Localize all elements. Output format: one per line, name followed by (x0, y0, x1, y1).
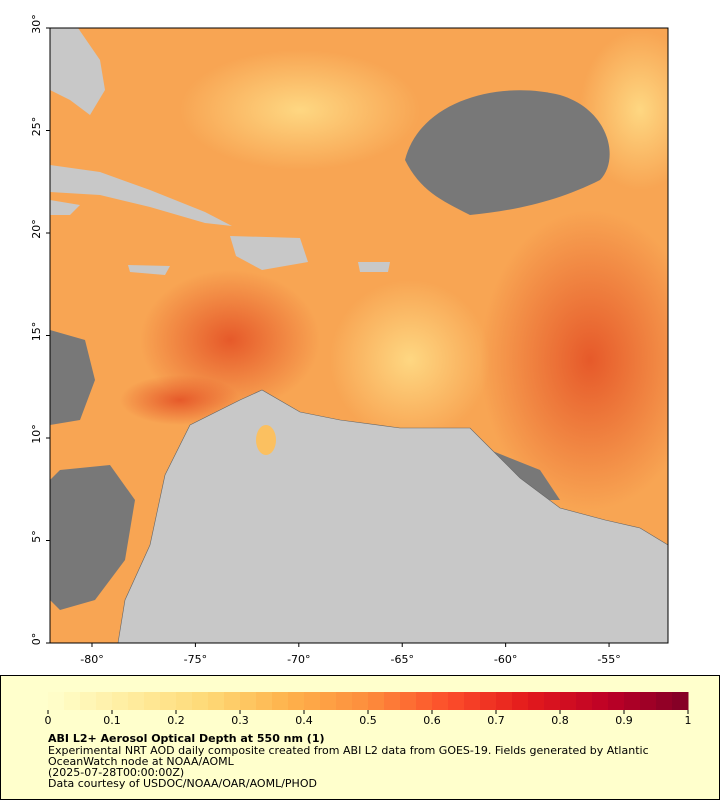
no-data-area (405, 90, 610, 215)
colorbar-swatch (544, 692, 561, 710)
colorbar-swatch (304, 692, 321, 710)
land (230, 236, 308, 270)
note-line: OceanWatch node at NOAA/AOML (48, 755, 235, 768)
colorbar-swatch (432, 692, 449, 710)
colorbar-tick-label: 0.3 (231, 714, 249, 727)
lake (256, 425, 276, 455)
y-tick-label: 0° (30, 633, 43, 646)
colorbar-swatch (256, 692, 273, 710)
colorbar-swatch (592, 692, 609, 710)
colorbar-tick-label: 0.1 (103, 714, 121, 727)
note-line: Data courtesy of USDOC/NOAA/OAR/AOML/PHO… (48, 777, 317, 790)
colorbar-swatch (576, 692, 593, 710)
map-title: ABI L2+ Aerosol Optical Depth at 550 nm … (48, 732, 325, 745)
colorbar-swatch (144, 692, 161, 710)
colorbar-tick-label: 0.7 (487, 714, 505, 727)
colorbar-swatch (416, 692, 433, 710)
colorbar-swatch (192, 692, 209, 710)
land (50, 28, 105, 115)
colorbar-tick-label: 0.5 (359, 714, 377, 727)
colorbar-swatch (624, 692, 641, 710)
colorbar-swatch (320, 692, 337, 710)
land (117, 389, 668, 643)
colorbar-tick-label: 0.2 (167, 714, 185, 727)
x-tick-label: -80° (80, 653, 103, 666)
colorbar-swatch (96, 692, 113, 710)
colorbar-swatch (128, 692, 145, 710)
aod-high-area (480, 210, 668, 510)
colorbar-swatch (560, 692, 577, 710)
colorbar-swatch (176, 692, 193, 710)
colorbar-swatch (608, 692, 625, 710)
aod-low-area (180, 50, 420, 170)
colorbar-tick-label: 0.9 (615, 714, 633, 727)
colorbar-swatch (112, 692, 129, 710)
colorbar-swatch (496, 692, 513, 710)
aod-high-area (120, 375, 240, 425)
colorbar-swatch (288, 692, 305, 710)
colorbar-swatch (672, 692, 689, 710)
land (128, 265, 170, 275)
colorbar-tick-label: 0.4 (295, 714, 313, 727)
no-data-area (50, 465, 135, 610)
no-data-area (490, 450, 560, 500)
colorbar-swatch (384, 692, 401, 710)
colorbar-swatch (48, 692, 65, 710)
colorbar-swatch (208, 692, 225, 710)
no-data-area (50, 330, 95, 425)
note-line: (2025-07-28T00:00:00Z) (48, 766, 184, 779)
colorbar-swatch (464, 692, 481, 710)
colorbar-swatch (448, 692, 465, 710)
y-tick-label: 15° (30, 322, 43, 342)
colorbar-swatch (640, 692, 657, 710)
x-tick-label: -70° (287, 653, 310, 666)
colorbar-swatch (240, 692, 257, 710)
colorbar-swatch (528, 692, 545, 710)
x-tick-label: -60° (494, 653, 517, 666)
colorbar-tick-label: 0.6 (423, 714, 441, 727)
x-tick-label: -55° (597, 653, 620, 666)
y-tick-label: 10° (30, 424, 43, 444)
colorbar-swatch (64, 692, 81, 710)
colorbar-swatch (336, 692, 353, 710)
colorbar-tick-label: 0 (45, 714, 52, 727)
colorbar-swatch (80, 692, 97, 710)
colorbar-swatch (352, 692, 369, 710)
colorbar-swatch (272, 692, 289, 710)
y-tick-label: 25° (30, 117, 43, 137)
colorbar-swatch (512, 692, 529, 710)
land (50, 200, 80, 215)
x-tick-label: -65° (390, 653, 413, 666)
land (50, 165, 232, 226)
land (358, 262, 390, 272)
colorbar-swatch (160, 692, 177, 710)
y-tick-label: 20° (30, 219, 43, 239)
y-tick-label: 5° (30, 530, 43, 543)
colorbar-tick-label: 1 (685, 714, 692, 727)
colorbar-swatch (400, 692, 417, 710)
colorbar-swatch (656, 692, 673, 710)
colorbar-swatch (368, 692, 385, 710)
map-field (50, 28, 668, 643)
note-line: Experimental NRT AOD daily composite cre… (48, 744, 649, 757)
aod-low-area (330, 280, 490, 440)
aod-high-area (140, 270, 320, 410)
x-tick-label: -75° (184, 653, 207, 666)
colorbar-swatch (224, 692, 241, 710)
colorbar-tick-label: 0.8 (551, 714, 569, 727)
y-tick-label: 30° (30, 14, 43, 34)
colorbar-swatch (480, 692, 497, 710)
